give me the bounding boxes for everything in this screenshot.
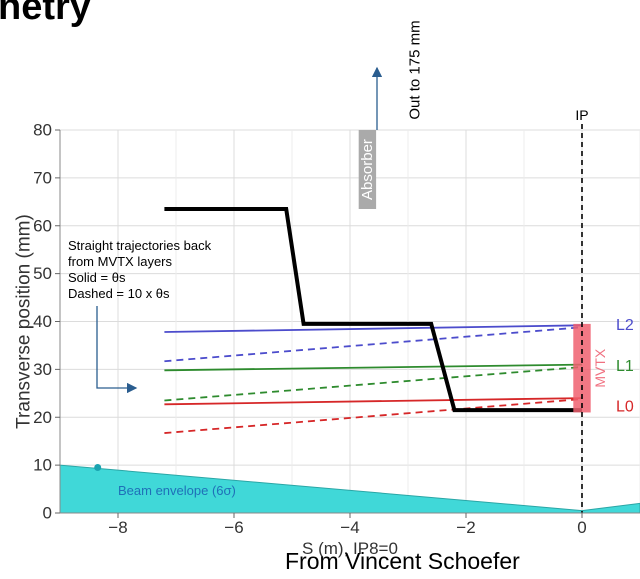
absorber-label: Absorber [359,139,376,200]
ip-label: IP [575,107,588,123]
mvtx-layer: MVTX [573,323,608,413]
trajectory-l0-solid [164,397,583,406]
layer-label-l0: L0 [616,399,634,416]
y-tick-label: 50 [33,264,52,283]
annotation-arrow [96,306,138,394]
x-tick-label: −8 [108,518,127,537]
grid [59,129,640,514]
absorber-layer: Absorber Out to 175 mm [358,20,424,209]
axes-layer: 0 10 20 30 40 50 60 70 80 −8 −6 −4 −2 0 S (m), IP8=0 Tr… [14,121,640,558]
annotation-line: from MVTX layers [68,254,173,269]
aperture-line [164,206,582,413]
ip-layer: IP L2 L1 L0 [575,107,634,513]
y-tick-label: 20 [33,408,52,427]
x-tick-label: −6 [224,518,243,537]
layer-label-l1: L1 [616,358,634,375]
slide-title-fragment: netry [0,0,91,28]
y-tick-label: 40 [33,312,52,331]
absorber-block [358,130,377,209]
x-tick-label: −4 [340,518,359,537]
x-tick-label: −2 [456,518,475,537]
trajectory-l2-dashed [164,326,583,363]
annotation-line: Straight trajectories back [68,238,212,253]
y-axis-title: Transverse position (mm) [14,214,35,429]
layer-label-l2: L2 [616,317,634,334]
y-tick-label: 80 [33,121,52,140]
y-tick-label: 10 [33,456,52,475]
y-tick-label: 70 [33,168,52,187]
trajectory-l1-solid [164,363,583,372]
mvtx-label: MVTX [592,348,608,388]
x-axis-title: S (m), IP8=0 [302,539,398,558]
y-tick-label: 60 [33,216,52,235]
beam-envelope-marker [94,464,102,472]
x-tick-label: 0 [577,518,586,537]
annotation-line: Solid = θs [68,270,126,285]
y-tick-label: 0 [43,504,52,523]
beam-envelope-label: Beam envelope (6σ) [118,483,236,498]
trajectories-layer [164,324,583,434]
absorber-note: Out to 175 mm [407,20,424,119]
trajectory-l2-solid [164,324,583,333]
y-tick-label: 30 [33,360,52,379]
trajectory-l1-dashed [164,366,583,402]
aperture-layer [164,206,582,413]
annotation-line: Dashed = 10 x θs [68,286,170,301]
credit-text: From Vincent Schoefer [285,548,520,574]
trajectory-l0-dashed [164,398,583,434]
